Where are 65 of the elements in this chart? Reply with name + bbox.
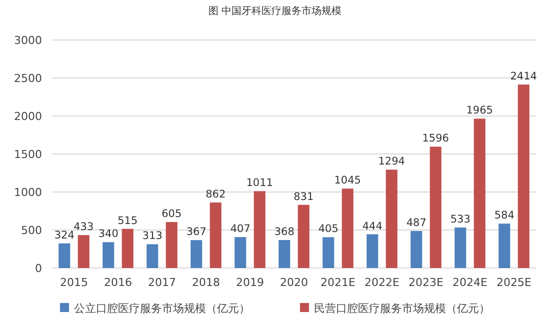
bar — [474, 118, 486, 268]
x-tick-label: 2024E — [452, 276, 488, 289]
data-label: 1045 — [334, 174, 361, 187]
legend-label: 民营口腔医疗服务市场规模（亿元） — [314, 302, 490, 315]
data-label: 433 — [74, 221, 94, 234]
bar — [234, 237, 246, 268]
bar — [366, 234, 378, 268]
x-tick-label: 2019 — [236, 276, 264, 289]
x-tick-label: 2021E — [320, 276, 356, 289]
y-tick-label: 1500 — [14, 148, 42, 161]
data-label: 605 — [162, 208, 182, 220]
data-label: 584 — [494, 210, 515, 222]
x-tick-label: 2016 — [104, 276, 132, 289]
data-label: 862 — [206, 188, 226, 200]
bar — [430, 146, 442, 268]
bar — [454, 227, 466, 268]
data-label: 533 — [450, 213, 470, 226]
bar — [166, 222, 178, 268]
data-label: 367 — [186, 226, 206, 238]
x-tick-label: 2018 — [192, 276, 220, 289]
data-label: 340 — [98, 228, 118, 240]
bar — [518, 84, 530, 268]
data-label: 831 — [294, 190, 314, 203]
x-tick-label: 2017 — [148, 276, 176, 289]
bar — [146, 244, 158, 268]
bar — [190, 240, 202, 268]
data-label: 368 — [274, 226, 294, 238]
x-tick-label: 2020 — [280, 276, 308, 289]
y-tick-label: 1000 — [14, 186, 42, 199]
bar — [498, 224, 510, 268]
data-label: 2414 — [510, 70, 538, 83]
data-label: 313 — [142, 230, 162, 242]
data-label: 1294 — [378, 156, 406, 168]
bar — [210, 202, 222, 268]
data-label: 515 — [118, 214, 138, 227]
bar — [342, 188, 354, 268]
data-label: 405 — [318, 223, 338, 236]
data-label: 324 — [54, 229, 75, 242]
data-label: 407 — [230, 223, 250, 236]
data-label: 1011 — [246, 177, 273, 190]
x-tick-label: 2023E — [408, 276, 444, 289]
bar — [386, 170, 398, 268]
legend-label: 公立口腔医疗服务市场规模（亿元） — [74, 302, 250, 315]
x-tick-label: 2025E — [496, 276, 532, 289]
data-label: 1965 — [466, 104, 493, 117]
bar — [322, 237, 334, 268]
y-tick-label: 500 — [21, 224, 42, 237]
data-label: 444 — [362, 220, 383, 232]
x-tick-label: 2015 — [60, 276, 88, 289]
y-tick-label: 0 — [35, 262, 42, 275]
x-tick-label: 2022E — [364, 276, 400, 289]
bar — [410, 230, 422, 268]
bar — [298, 204, 310, 268]
y-tick-label: 2000 — [14, 110, 42, 123]
data-label: 1596 — [422, 132, 450, 145]
bar — [278, 240, 290, 268]
bar — [58, 243, 70, 268]
bar — [78, 235, 90, 268]
bar — [122, 228, 134, 268]
y-tick-label: 2500 — [14, 72, 42, 85]
chart-title: 图 中国牙科医疗服务市场规模 — [208, 5, 342, 17]
bar — [102, 242, 114, 268]
y-tick-label: 3000 — [14, 34, 42, 47]
data-label: 487 — [406, 216, 426, 229]
bar — [254, 191, 266, 268]
